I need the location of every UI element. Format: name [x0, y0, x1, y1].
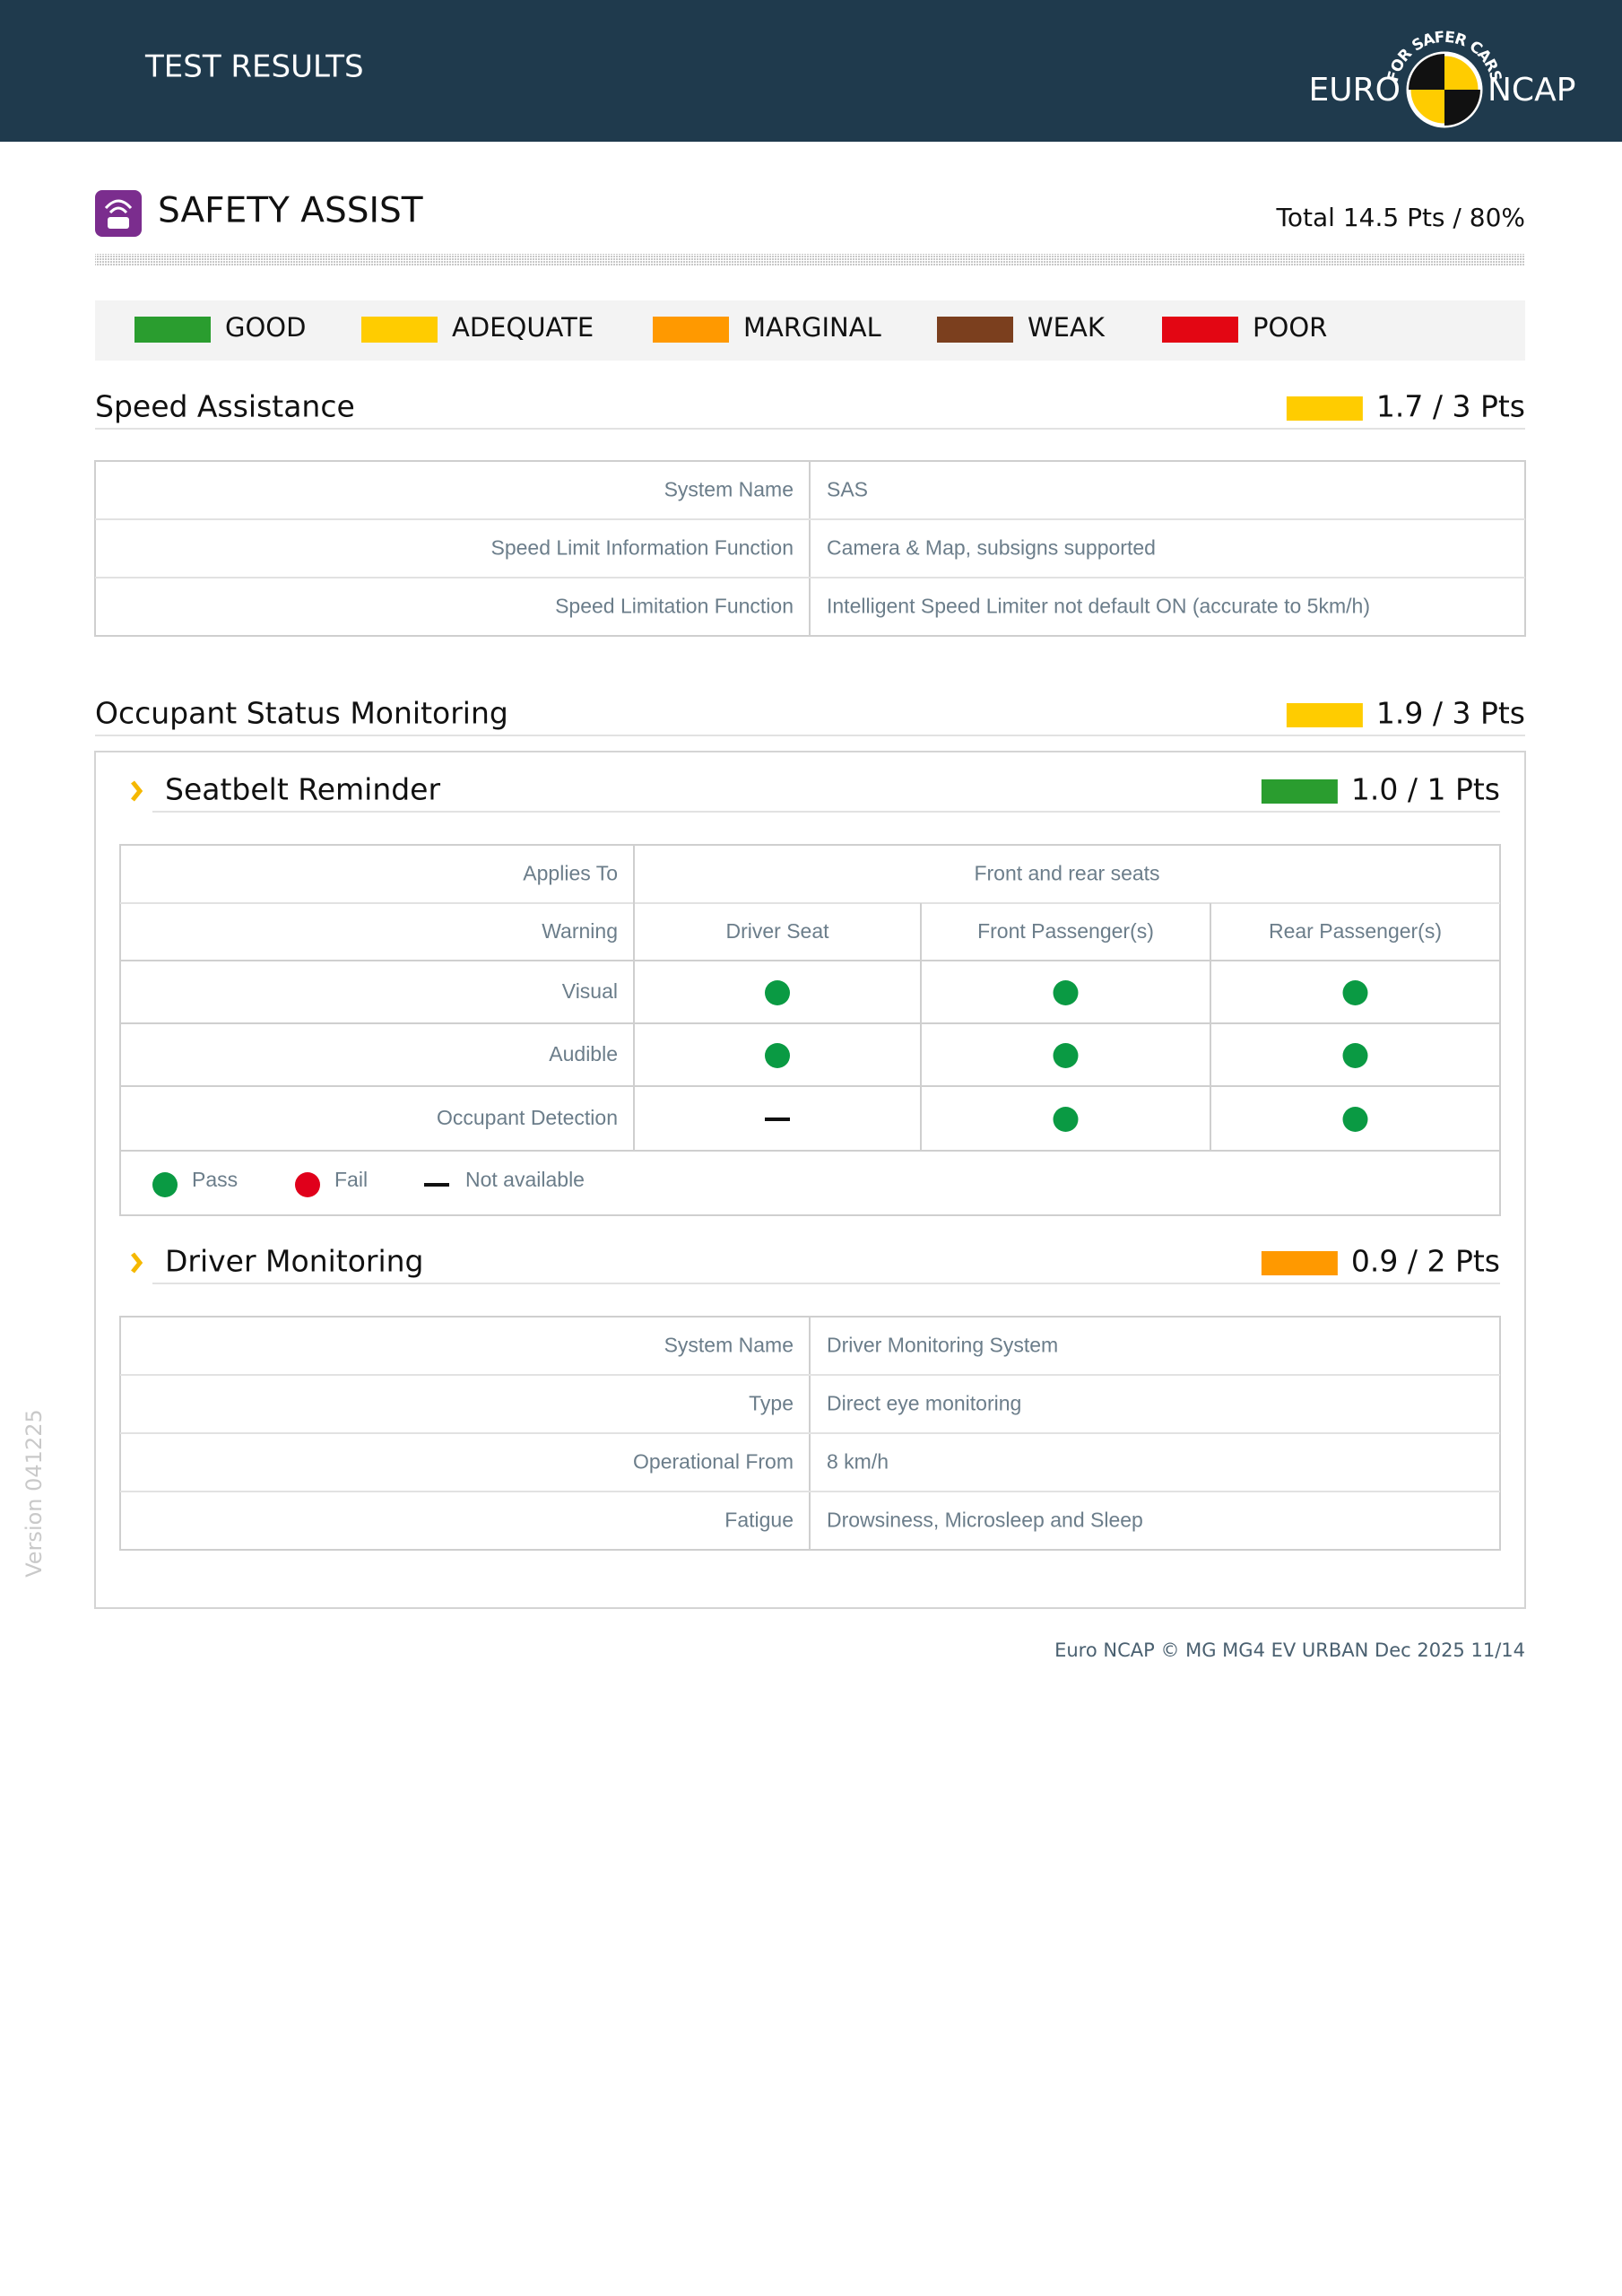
section-title: SAFETY ASSIST	[158, 191, 423, 231]
legend-swatch	[361, 317, 438, 343]
status-pass	[152, 1172, 178, 1197]
logo-right: NCAP	[1488, 72, 1575, 109]
status-fail	[295, 1172, 320, 1197]
score-bar	[1286, 396, 1363, 421]
cell-text: Operational From	[633, 1450, 794, 1474]
cell-text: Front and rear seats	[974, 862, 1159, 885]
status-pass	[765, 980, 790, 1005]
score-bar	[1286, 703, 1363, 727]
logo-left: EURO	[1309, 72, 1401, 109]
divider	[95, 254, 1525, 265]
score: 1.7 / 3 Pts	[1376, 389, 1525, 424]
cell-text: Applies To	[523, 862, 618, 885]
section-total: Total 14.5 Pts / 80%	[1276, 203, 1525, 232]
header-bar	[0, 0, 1622, 142]
score: 0.9 / 2 Pts	[1351, 1244, 1500, 1279]
legend-swatch	[937, 317, 1013, 343]
cell-text: Driver Seat	[725, 919, 829, 943]
legend-swatch	[653, 317, 729, 343]
status-na	[424, 1183, 449, 1187]
chevron	[131, 1252, 143, 1274]
cell-text: Type	[749, 1392, 794, 1415]
cell-text: System Name	[664, 1334, 794, 1357]
score-bar	[1261, 1251, 1338, 1275]
legend-label: ADEQUATE	[452, 312, 594, 343]
cell-text: 8 km/h	[827, 1450, 889, 1474]
status-pass	[1053, 1107, 1079, 1132]
table	[119, 844, 1501, 1216]
cell-text: Driver Monitoring System	[827, 1334, 1058, 1357]
cell-text: Fatigue	[724, 1509, 794, 1532]
status-pass	[765, 1043, 790, 1068]
occupant-box	[94, 751, 1526, 1609]
cell-text: Pass	[192, 1168, 238, 1191]
cell-text: Rear Passenger(s)	[1269, 919, 1442, 943]
legend-label: WEAK	[1028, 312, 1106, 343]
heading: Occupant Status Monitoring	[95, 696, 508, 731]
cell-text: SAS	[827, 478, 868, 501]
legend-swatch	[1162, 317, 1238, 343]
status-pass	[1053, 1043, 1079, 1068]
cell-text: Intelligent Speed Limiter not default ON…	[827, 595, 1370, 618]
heading: Speed Assistance	[95, 389, 355, 424]
heading: Driver Monitoring	[165, 1244, 424, 1279]
score: 1.9 / 3 Pts	[1376, 696, 1525, 731]
chevron	[131, 780, 143, 802]
cell-text: Drowsiness, Microsleep and Sleep	[827, 1509, 1143, 1532]
cell-text: Occupant Detection	[437, 1106, 618, 1129]
cell-text: Warning	[542, 919, 618, 943]
cell-text: Fail	[334, 1168, 368, 1191]
score: 1.0 / 1 Pts	[1351, 772, 1500, 807]
status-na	[765, 1118, 790, 1121]
header-title: TEST RESULTS	[144, 49, 364, 85]
status-pass	[1342, 1107, 1368, 1132]
status-pass	[1342, 980, 1368, 1005]
legend-box	[95, 300, 1525, 361]
cell-text: System Name	[664, 478, 794, 501]
legend-label: GOOD	[225, 312, 306, 343]
legend-swatch	[134, 317, 211, 343]
cell-text: Speed Limitation Function	[555, 595, 794, 618]
section-icon	[95, 190, 142, 237]
heading: Seatbelt Reminder	[165, 772, 440, 807]
cell-text: Direct eye monitoring	[827, 1392, 1021, 1415]
cell-text: Audible	[549, 1042, 618, 1065]
cell-text: Camera & Map, subsigns supported	[827, 536, 1156, 560]
status-pass	[1053, 980, 1079, 1005]
cell-text: Speed Limit Information Function	[490, 536, 794, 560]
cell-text: Not available	[465, 1168, 585, 1191]
cell-text: Visual	[562, 979, 618, 1003]
footer: Euro NCAP © MG MG4 EV URBAN Dec 2025 11/…	[1054, 1639, 1525, 1661]
score-bar	[1261, 779, 1338, 804]
status-pass	[1342, 1043, 1368, 1068]
legend-label: POOR	[1253, 312, 1327, 343]
legend-label: MARGINAL	[743, 312, 881, 343]
cell-text: Front Passenger(s)	[977, 919, 1154, 943]
version: Version 041225	[22, 1409, 47, 1578]
